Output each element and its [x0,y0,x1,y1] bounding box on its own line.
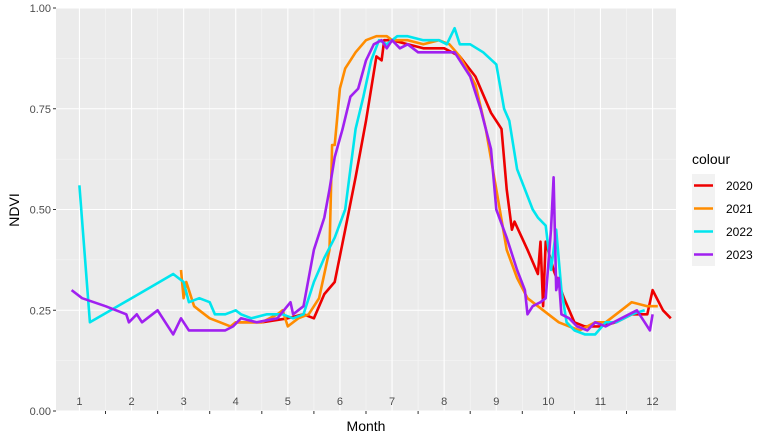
legend-label-2021: 2021 [726,202,753,216]
month-label: 3 [181,396,187,408]
month-label: 4 [233,396,239,408]
legend-label-2022: 2022 [726,225,753,239]
month-label: 12 [646,396,658,408]
legend-label-2020: 2020 [726,179,753,193]
legend-title: colour [692,151,730,167]
month-label: 7 [389,396,395,408]
y-axis: 0.00 0.25 0.50 0.75 1.00 [30,3,56,418]
y-tick-label: 0.50 [30,205,51,217]
y-tick-label: 1.00 [30,3,51,15]
month-labels: 1 2 3 4 5 6 7 8 9 10 11 12 [76,396,658,408]
legend-items: 2020 2021 2022 2023 [692,174,753,266]
month-label: 5 [285,396,291,408]
month-label: 2 [128,396,134,408]
series-line-2023 [70,38,654,336]
y-tick-label: 0.25 [30,305,51,317]
month-label: 8 [441,396,447,408]
month-label: 9 [493,396,499,408]
y-axis-title: NDVI [6,193,22,226]
legend-label-2023: 2023 [726,248,753,262]
x-axis-title: Month [347,418,386,434]
y-tick-label: 0.75 [30,104,51,116]
series-lines [70,26,672,336]
month-label: 6 [337,396,343,408]
x-axis [104,411,628,414]
month-label: 1 [76,396,82,408]
month-label: 10 [542,396,554,408]
grid-major [56,7,676,412]
series-line-2021 [179,34,658,332]
month-label: 11 [595,396,606,408]
y-tick-label: 0.00 [30,406,51,418]
legend: colour 2020 2021 2022 2023 [692,151,753,266]
